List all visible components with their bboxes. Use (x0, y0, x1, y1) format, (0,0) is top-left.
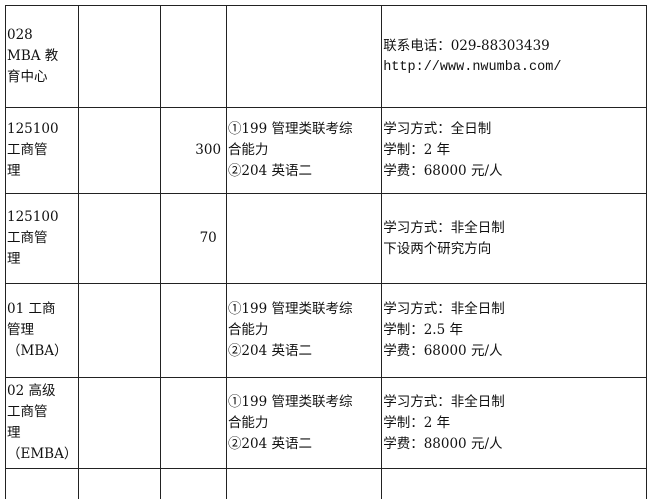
notes-cell-line: 学习方式：全日制 (383, 119, 645, 140)
empty-cell (79, 469, 161, 499)
notes-cell-line: 下设两个研究方向 (383, 239, 645, 260)
program-name-cell: 01 工商管理（MBA） (6, 284, 79, 378)
empty-cell (79, 6, 161, 108)
enrollment-count-cell (161, 378, 227, 469)
empty-cell (226, 469, 381, 499)
program-name-cell-line: 理 (7, 249, 77, 270)
program-name-cell-line: 125100 (7, 119, 77, 140)
notes-cell-line: 学费：68000 元/人 (383, 161, 645, 182)
program-name-cell-line: 028 (7, 25, 77, 46)
table-row-partial (6, 469, 647, 499)
program-name-cell-line: 02 高级 (7, 381, 77, 402)
notes-cell-line: 学制：2 年 (383, 140, 645, 161)
program-name-cell-line: MBA 教 (7, 46, 77, 67)
empty-cell (79, 378, 161, 469)
enrollment-count-cell: 300 (161, 108, 227, 194)
program-name-cell-line: 管理 (7, 320, 77, 341)
empty-cell (382, 469, 647, 499)
notes-cell: 学习方式：非全日制学制：2 年学费：88000 元/人 (382, 378, 647, 469)
program-name-cell-line: 01 工商 (7, 299, 77, 320)
program-name-cell-line: （MBA） (7, 341, 77, 362)
exam-subjects-cell-line: 合能力 (228, 413, 380, 434)
exam-subjects-cell-line: ①199 管理类联考综 (228, 392, 380, 413)
exam-subjects-cell-line: ②204 英语二 (228, 341, 380, 362)
program-name-cell: 02 高级工商管理（EMBA） (6, 378, 79, 469)
empty-cell (79, 194, 161, 284)
program-name-cell-line: 125100 (7, 207, 77, 228)
program-name-cell-line: 理 (7, 161, 77, 182)
program-name-cell-line: 工商管 (7, 402, 77, 423)
notes-cell-line: 学制：2.5 年 (383, 320, 645, 341)
program-name-cell-line: 工商管 (7, 228, 77, 249)
notes-cell: 学习方式：非全日制学制：2.5 年学费：68000 元/人 (382, 284, 647, 378)
notes-cell-line: 学制：2 年 (383, 413, 645, 434)
notes-cell-line: http://www.nwumba.com/ (383, 57, 645, 78)
exam-subjects-cell-line: ②204 英语二 (228, 434, 380, 455)
exam-subjects-cell (226, 194, 381, 284)
program-name-cell-line: 理 (7, 423, 77, 444)
notes-cell-line: 联系电话：029-88303439 (383, 36, 645, 57)
program-name-cell-line: 育中心 (7, 67, 77, 88)
exam-subjects-cell-line: ②204 英语二 (228, 161, 380, 182)
notes-cell: 学习方式：非全日制下设两个研究方向 (382, 194, 647, 284)
exam-subjects-cell (226, 6, 381, 108)
notes-cell-line: 学习方式：非全日制 (383, 299, 645, 320)
exam-subjects-cell-line: 合能力 (228, 320, 380, 341)
exam-subjects-cell-line: 合能力 (228, 140, 380, 161)
empty-cell (161, 469, 227, 499)
empty-cell (79, 284, 161, 378)
notes-cell-line: 学费：88000 元/人 (383, 434, 645, 455)
notes-cell: 学习方式：全日制学制：2 年学费：68000 元/人 (382, 108, 647, 194)
exam-subjects-cell-line: ①199 管理类联考综 (228, 119, 380, 140)
notes-cell-line: 学费：68000 元/人 (383, 341, 645, 362)
enrollment-count-cell (161, 6, 227, 108)
empty-cell (79, 108, 161, 194)
program-name-cell-line: （EMBA） (7, 444, 77, 465)
exam-subjects-cell-line: ①199 管理类联考综 (228, 299, 380, 320)
notes-cell-line: 学习方式：非全日制 (383, 218, 645, 239)
enrollment-count-cell (161, 284, 227, 378)
enrollment-count-cell: 70 (161, 194, 227, 284)
program-name-cell-line: 工商管 (7, 140, 77, 161)
empty-cell (6, 469, 79, 499)
notes-cell-line: 学习方式：非全日制 (383, 392, 645, 413)
